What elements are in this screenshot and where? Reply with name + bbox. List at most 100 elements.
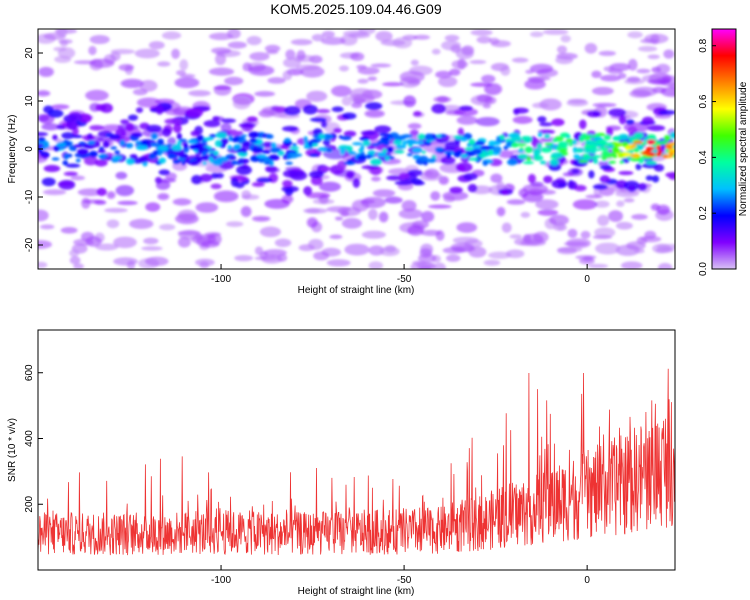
heatmap-blob	[374, 125, 392, 134]
heatmap-blob	[655, 152, 662, 157]
heatmap-blob	[326, 206, 351, 213]
heatmap-blob	[431, 103, 446, 114]
heatmap-blob	[433, 96, 452, 103]
heatmap-blob	[88, 45, 97, 56]
heatmap-blob	[446, 152, 452, 159]
heatmap-blob	[375, 30, 393, 42]
heatmap-blob	[468, 138, 476, 146]
heatmap-blob	[511, 142, 519, 148]
heatmap-blob	[647, 125, 666, 132]
heatmap-blob	[410, 59, 419, 66]
heatmap-blob	[316, 109, 331, 114]
heatmap-blob	[343, 161, 356, 166]
heatmap-blob	[166, 143, 172, 148]
heatmap-blob	[85, 89, 109, 101]
heatmap-blob	[604, 143, 612, 147]
heatmap-blob	[75, 158, 81, 163]
heatmap-blob	[419, 171, 443, 181]
heatmap-blob	[430, 191, 441, 201]
heatmap-blob	[199, 173, 213, 183]
heatmap-blob	[62, 160, 69, 166]
heatmap-blob	[457, 127, 465, 138]
heatmap-blob	[366, 153, 372, 160]
heatmap-blob	[73, 263, 84, 269]
heatmap-blob	[571, 168, 580, 174]
heatmap-blob	[212, 116, 220, 121]
heatmap-blob	[595, 133, 600, 138]
heatmap-blob	[289, 146, 300, 150]
heatmap-blob	[455, 136, 461, 140]
heatmap-blob	[38, 131, 49, 137]
heatmap-blob	[125, 122, 134, 132]
heatmap-blob	[451, 59, 469, 69]
heatmap-blob	[594, 200, 610, 208]
x-tick-label: -50	[397, 575, 412, 586]
heatmap-blob	[254, 246, 264, 256]
heatmap-blob	[308, 170, 324, 179]
heatmap-blob	[63, 153, 69, 160]
heatmap-blob	[164, 118, 183, 125]
heatmap-blob	[393, 139, 402, 146]
heatmap-blob	[319, 166, 332, 172]
heatmap-blob	[259, 226, 282, 238]
heatmap-blob	[645, 175, 654, 181]
heatmap-blob	[249, 51, 270, 61]
heatmap-blob	[177, 209, 197, 222]
heatmap-blob	[641, 116, 655, 126]
heatmap-blob	[382, 82, 404, 87]
heatmap-blob	[394, 180, 413, 186]
heatmap-blob	[97, 137, 115, 142]
heatmap-blob	[488, 149, 494, 156]
heatmap-blob	[588, 170, 595, 179]
heatmap-blob	[559, 148, 568, 152]
heatmap-blob	[208, 67, 235, 76]
heatmap-blob	[378, 133, 391, 137]
heatmap-blob	[331, 85, 352, 97]
heatmap-blob	[264, 198, 290, 209]
heatmap-blob	[158, 169, 170, 176]
heatmap-blob	[394, 149, 405, 154]
heatmap-blob	[557, 247, 577, 255]
heatmap-blob	[129, 154, 138, 160]
heatmap-blob	[522, 191, 544, 203]
heatmap-blob	[583, 145, 594, 149]
heatmap-blob	[60, 226, 78, 234]
heatmap-blob	[58, 39, 73, 44]
heatmap-blob	[236, 130, 244, 136]
heatmap-blob	[370, 158, 382, 166]
heatmap-blob	[630, 153, 640, 158]
heatmap-blob	[251, 182, 265, 187]
heatmap-blob	[588, 263, 609, 269]
heatmap-blob	[586, 110, 602, 118]
heatmap-blob	[233, 144, 242, 149]
heatmap-blob	[201, 240, 220, 248]
heatmap-blob	[631, 143, 637, 148]
heatmap-blob	[606, 127, 614, 137]
heatmap-blob	[258, 157, 265, 163]
heatmap-blob	[482, 103, 491, 109]
heatmap-blob	[285, 49, 296, 60]
heatmap-blob	[342, 30, 369, 37]
heatmap-blob	[566, 99, 589, 107]
y-tick-label: 200	[24, 495, 35, 512]
heatmap-blob	[359, 136, 370, 141]
heatmap-blob	[428, 204, 452, 209]
heatmap-blob	[264, 44, 281, 53]
heatmap-blob	[231, 136, 240, 143]
heatmap-blob	[584, 140, 594, 145]
heatmap-blob	[277, 254, 288, 262]
heatmap-blob	[496, 136, 501, 140]
heatmap-blob	[102, 141, 110, 148]
heatmap-blob	[616, 200, 625, 207]
heatmap-blob	[417, 253, 437, 263]
heatmap-blob	[201, 139, 208, 144]
heatmap-blob	[360, 130, 376, 136]
heatmap-blob	[129, 218, 154, 229]
heatmap-blob	[670, 131, 675, 139]
heatmap-blob	[321, 247, 341, 257]
heatmap-blob	[343, 130, 357, 137]
heatmap-blob	[115, 171, 128, 180]
heatmap-blob	[229, 155, 237, 160]
heatmap-blob	[533, 148, 541, 156]
heatmap-blob	[408, 138, 414, 146]
